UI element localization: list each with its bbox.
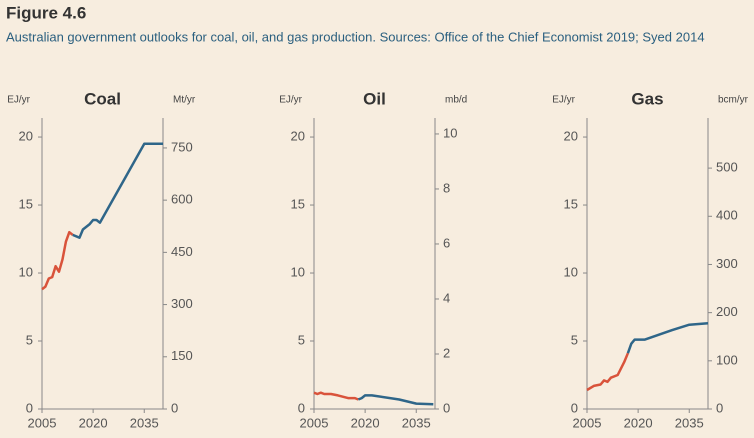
y2-tick-label: 100: [716, 352, 738, 367]
y-tick-label: 5: [26, 332, 33, 347]
y2-tick-label: 8: [443, 180, 450, 195]
y2-tick-label: 300: [716, 256, 738, 271]
y-tick-label: 20: [19, 128, 33, 143]
y-tick-label: 10: [564, 264, 578, 279]
y2-tick-label: 200: [716, 304, 738, 319]
y2-tick-label: 0: [716, 400, 723, 415]
y2-tick-label: 400: [716, 208, 738, 223]
panel-title: Oil: [363, 89, 386, 108]
x-tick-label: 2020: [79, 415, 108, 430]
y2-tick-label: 750: [171, 139, 193, 154]
y-tick-label: 15: [564, 196, 578, 211]
x-tick-label: 2035: [675, 415, 704, 430]
data-line: [72, 142, 163, 239]
x-tick-label: 2035: [402, 415, 431, 430]
data-line: [41, 230, 74, 291]
y2-tick-label: 2: [443, 345, 450, 360]
y-tick-label: 0: [571, 400, 578, 415]
y2-axis-unit: Mt/yr: [173, 95, 196, 106]
y2-tick-label: 500: [716, 160, 738, 175]
y-tick-label: 5: [298, 332, 305, 347]
y2-tick-label: 6: [443, 235, 450, 250]
y2-axis-unit: bcm/yr: [718, 95, 749, 106]
data-line: [357, 394, 434, 406]
y-tick-label: 0: [298, 400, 305, 415]
y-tick-label: 20: [564, 128, 578, 143]
y2-tick-label: 450: [171, 244, 193, 259]
y-tick-label: 15: [19, 196, 33, 211]
y2-axis-unit: mb/d: [445, 95, 467, 106]
x-tick-label: 2020: [351, 415, 380, 430]
data-line: [586, 352, 630, 392]
y-tick-label: 5: [571, 332, 578, 347]
y2-tick-label: 600: [171, 192, 193, 207]
x-tick-label: 2005: [573, 415, 602, 430]
y-axis-unit: EJ/yr: [7, 95, 30, 106]
y2-tick-label: 4: [443, 290, 450, 305]
x-tick-label: 2020: [624, 415, 653, 430]
y-tick-label: 10: [19, 264, 33, 279]
figure-subtitle: Australian government outlooks for coal,…: [6, 29, 705, 44]
y-tick-label: 0: [26, 400, 33, 415]
x-tick-label: 2005: [28, 415, 57, 430]
panel-title: Coal: [84, 89, 121, 108]
y-tick-label: 15: [291, 196, 305, 211]
x-tick-label: 2005: [300, 415, 329, 430]
y-tick-label: 20: [291, 128, 305, 143]
y-axis-unit: EJ/yr: [279, 95, 302, 106]
y2-tick-label: 10: [443, 125, 457, 140]
y2-tick-label: 150: [171, 348, 193, 363]
panel-title: Gas: [631, 89, 663, 108]
y-tick-label: 10: [291, 264, 305, 279]
data-line: [626, 322, 709, 354]
figure-title: Figure 4.6: [6, 3, 86, 22]
y-axis-unit: EJ/yr: [552, 95, 575, 106]
y2-tick-label: 300: [171, 296, 193, 311]
data-line: [313, 391, 359, 401]
y2-tick-label: 0: [171, 400, 178, 415]
x-tick-label: 2035: [130, 415, 159, 430]
y2-tick-label: 0: [443, 400, 450, 415]
